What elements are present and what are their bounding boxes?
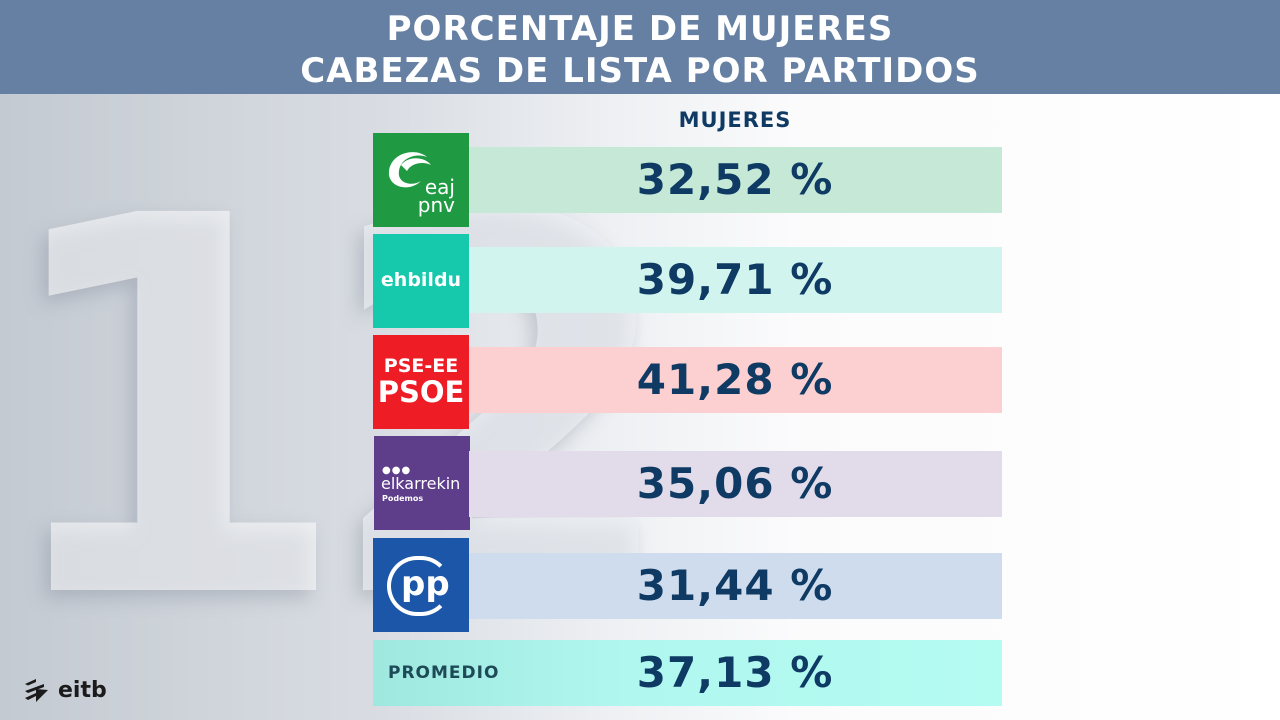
party-logo-text: PSE-EE: [383, 355, 459, 377]
party-logo-text: elkarrekin: [381, 474, 461, 493]
value-bar-elkarrekin: [469, 451, 1002, 517]
average-value: 37,13 %: [636, 648, 834, 697]
title-banner: PORCENTAJE DE MUJERES CABEZAS DE LISTA P…: [0, 0, 1280, 94]
podemos-dots-icon: ●●●: [382, 465, 412, 476]
party-logo-text: Podemos: [382, 494, 424, 503]
average-label: PROMEDIO: [388, 663, 500, 683]
value-bar-psoe: [469, 347, 1002, 413]
value-label-pp: 31,44 %: [636, 561, 834, 610]
party-logo-text: pnv: [417, 193, 455, 217]
column-header: MUJERES: [678, 108, 792, 132]
value-label-ehbildu: 39,71 %: [636, 255, 834, 304]
value-bar-pnv: [469, 147, 1002, 213]
party-logo-pnv: eaj pnv: [373, 133, 469, 227]
value-label-psoe: 41,28 %: [636, 355, 834, 404]
party-logo-text: pp: [401, 564, 450, 604]
chart-title: PORCENTAJE DE MUJERES CABEZAS DE LISTA P…: [300, 9, 980, 91]
party-logo-psoe: PSE-EE PSOE: [373, 335, 469, 429]
value-bar-pp: [469, 553, 1002, 619]
value-label-pnv: 32,52 %: [636, 155, 834, 204]
party-logo-text: PSOE: [377, 375, 465, 409]
value-bar-ehbildu: [469, 247, 1002, 313]
eitb-arrow-icon: [25, 679, 48, 702]
party-logo-pp: pp: [373, 538, 469, 632]
channel-logo-text: eitb: [58, 677, 107, 703]
pnv-swirl-icon: [388, 152, 431, 188]
value-label-elkarrekin: 35,06 %: [636, 459, 834, 508]
party-logo-elkarrekin: ●●● elkarrekin Podemos: [374, 436, 470, 530]
party-logo-text: ehbildu: [380, 269, 462, 291]
party-logo-text: eaj: [424, 175, 455, 199]
party-logo-ehbildu: ehbildu: [373, 234, 469, 328]
pp-circle-icon: [387, 556, 451, 616]
average-bar: [373, 640, 1002, 706]
channel-logo: eitb: [22, 672, 107, 708]
